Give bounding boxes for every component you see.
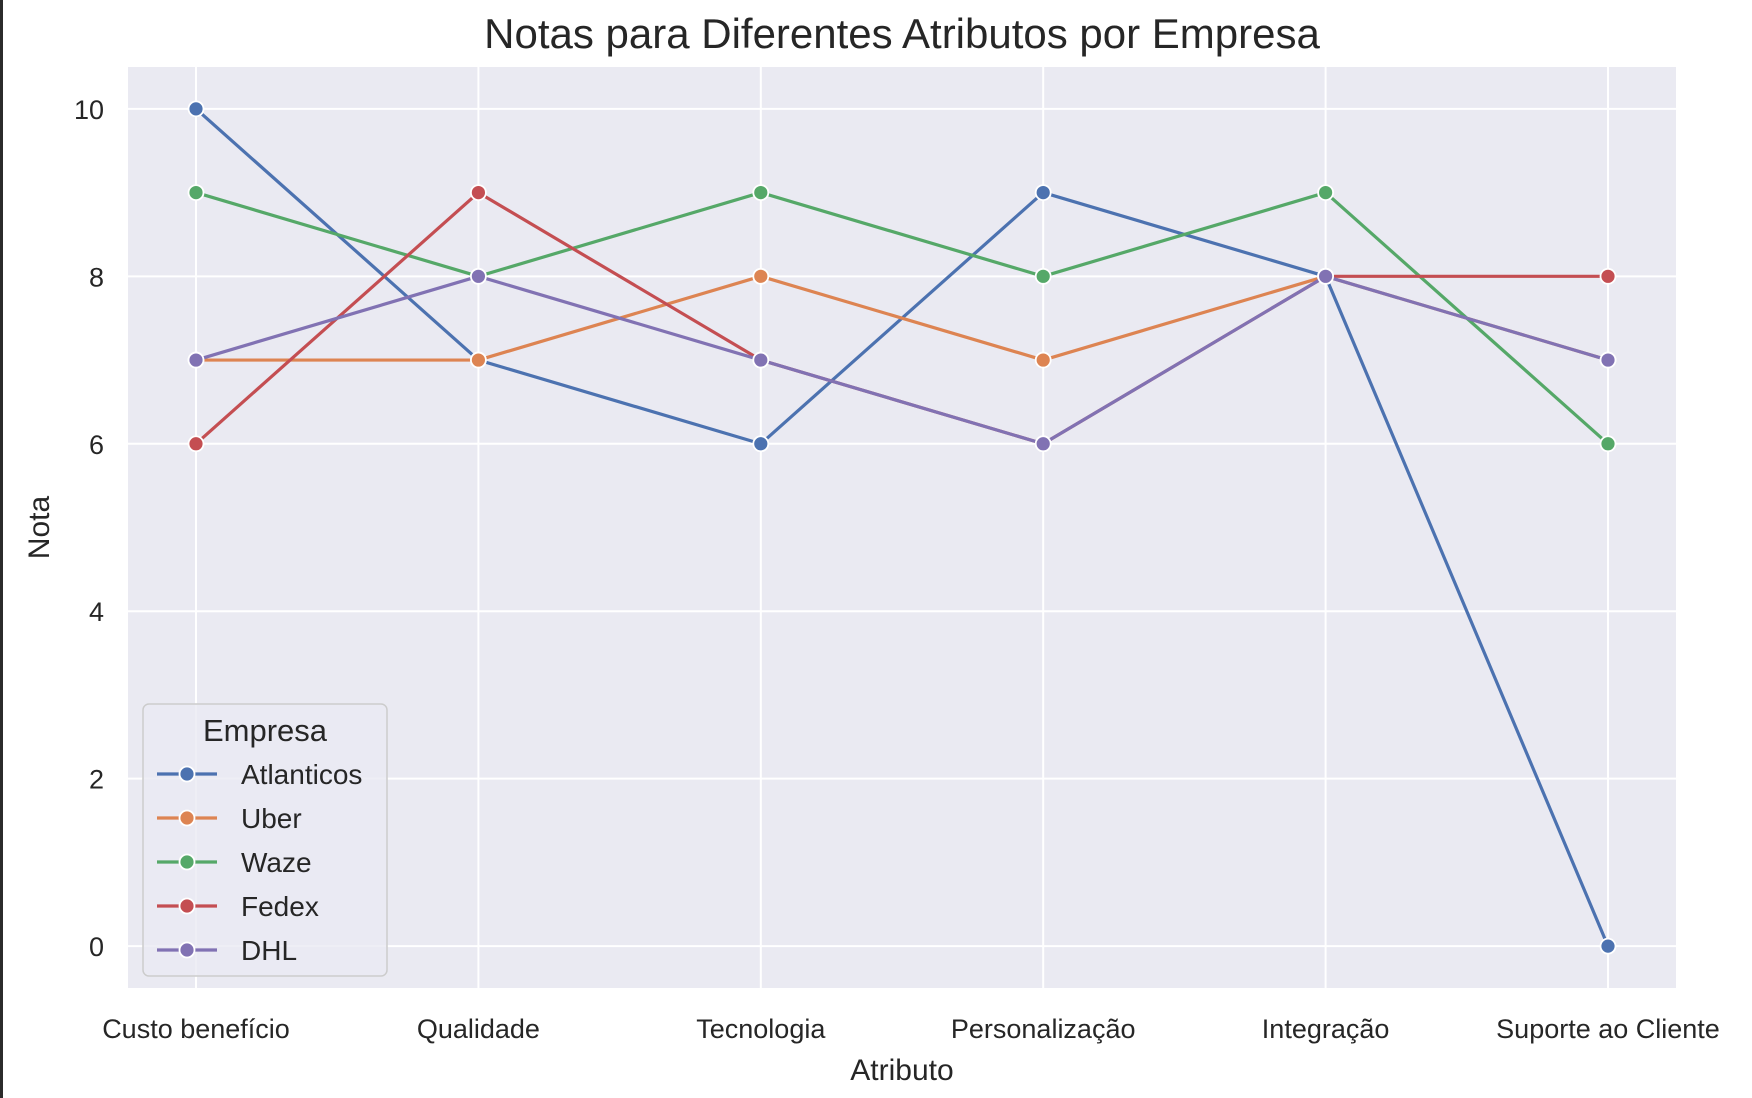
legend: Empresa Atlanticos Uber Waze Fedex DHL: [142, 703, 388, 977]
y-tick-label: 4: [89, 597, 104, 627]
y-tick-label: 8: [89, 262, 104, 292]
x-tick-label: Personalização: [951, 1014, 1136, 1044]
legend-label: Uber: [241, 803, 302, 834]
legend-box: [142, 703, 388, 977]
chart-title: Notas para Diferentes Atributos por Empr…: [484, 10, 1320, 57]
data-point: [469, 267, 487, 285]
series-line: [194, 274, 1610, 446]
x-tick-label: Custo benefício: [102, 1014, 290, 1044]
series-dhl: [187, 267, 1617, 453]
legend-item: Uber: [157, 803, 302, 834]
data-point: [1034, 435, 1052, 453]
data-point: [752, 184, 770, 201]
x-tick-label: Suporte ao Cliente: [1496, 1014, 1720, 1044]
x-tick-label: Tecnologia: [696, 1014, 826, 1044]
legend-item: Fedex: [157, 891, 319, 922]
data-point: [1599, 435, 1617, 453]
legend-label: Waze: [241, 847, 312, 878]
legend-swatch-marker: [178, 941, 196, 959]
data-point: [1034, 267, 1052, 285]
legend-swatch-marker: [178, 897, 196, 915]
legend-item: DHL: [157, 935, 297, 966]
data-point: [752, 435, 770, 453]
legend-item: Waze: [157, 847, 312, 878]
series-layer: [187, 100, 1617, 955]
y-axis-label: Nota: [23, 496, 56, 560]
data-point: [752, 351, 770, 369]
data-point: [1599, 937, 1617, 955]
legend-title: Empresa: [203, 713, 328, 748]
data-point: [752, 267, 770, 285]
series-waze: [187, 184, 1617, 453]
data-point: [187, 100, 205, 118]
data-point: [187, 351, 205, 369]
legend-swatch-marker: [178, 765, 196, 783]
y-tick-label: 6: [89, 430, 104, 460]
legend-item: Atlanticos: [157, 759, 362, 790]
data-point: [469, 184, 487, 201]
x-tick-label: Integração: [1262, 1014, 1390, 1044]
data-point: [1034, 351, 1052, 369]
legend-label: Atlanticos: [241, 759, 362, 790]
data-point: [187, 184, 205, 201]
data-point: [1317, 184, 1334, 201]
data-point: [469, 351, 487, 369]
data-point: [1599, 267, 1617, 285]
y-tick-label: 10: [74, 95, 104, 125]
line-chart: 0 2 4 6 8 10 Custo benefício Qualidade Tecnolog…: [23, 10, 1720, 1087]
x-axis-label: Atributo: [850, 1054, 953, 1087]
data-point: [1034, 184, 1052, 201]
x-tick-labels: Custo benefício Qualidade Tecnologia Person…: [102, 1014, 1720, 1044]
legend-label: Fedex: [241, 891, 319, 922]
data-point: [1317, 267, 1334, 285]
legend-label: DHL: [241, 935, 297, 966]
legend-swatch-marker: [178, 809, 196, 827]
series-line: [194, 190, 1610, 446]
y-tick-label: 0: [89, 932, 104, 962]
legend-swatch-marker: [178, 853, 196, 871]
figure-frame: 0 2 4 6 8 10 Custo benefício Qualidade Tecnolog…: [3, 0, 1752, 1098]
x-tick-label: Qualidade: [417, 1014, 540, 1044]
data-point: [1599, 351, 1617, 369]
legend-items: Atlanticos Uber Waze Fedex DHL: [157, 759, 362, 966]
y-tick-labels: 0 2 4 6 8 10: [74, 95, 104, 962]
data-point: [187, 435, 205, 453]
y-tick-label: 2: [89, 765, 104, 795]
